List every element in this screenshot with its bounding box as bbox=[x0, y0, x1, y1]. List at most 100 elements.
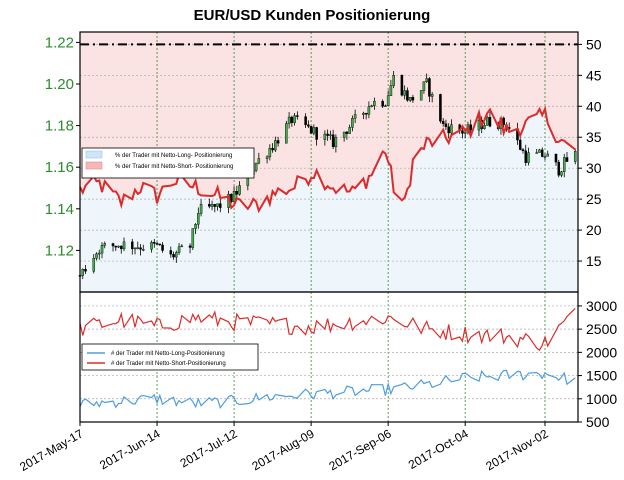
candle-body bbox=[524, 150, 527, 163]
count-tick-label: 1000 bbox=[586, 391, 617, 407]
candle-body bbox=[342, 131, 346, 138]
candle-body bbox=[331, 134, 335, 148]
candle-body bbox=[518, 139, 522, 150]
price-tick-label: 1.18 bbox=[45, 118, 74, 135]
candle-body bbox=[312, 127, 316, 134]
candle-body bbox=[546, 153, 549, 157]
candle-body bbox=[191, 228, 195, 248]
candle-body bbox=[367, 106, 371, 115]
candle-body bbox=[389, 85, 393, 96]
candle-body bbox=[502, 117, 505, 125]
candle-body bbox=[422, 81, 426, 91]
candle-body bbox=[232, 191, 236, 202]
candle-body bbox=[254, 162, 258, 171]
date-axis: 2017-May-17 2017-Jun-14 2017-Jul-12 2017-Au… bbox=[17, 422, 551, 474]
count-tick-label: 3000 bbox=[586, 298, 617, 314]
top-legend-swatch bbox=[85, 161, 103, 170]
pct-tick-label: 35 bbox=[586, 129, 602, 145]
date-tick-label: 2017-Nov-02 bbox=[483, 426, 550, 473]
candle-body bbox=[271, 148, 274, 151]
trader-count-panel: 500 1000 1500 2000 2500 3000 # der Trader mit… bbox=[79, 291, 617, 430]
candle-body bbox=[444, 123, 448, 127]
candle-body bbox=[142, 249, 145, 251]
pct-tick-label: 50 bbox=[586, 36, 602, 52]
top-legend-box bbox=[81, 147, 255, 179]
candle-body bbox=[293, 115, 296, 123]
candle-body bbox=[81, 269, 85, 276]
candle-body bbox=[450, 124, 453, 134]
top-legend-label: % der Trader mit Netto-Short- Positionie… bbox=[115, 164, 233, 170]
candle-body bbox=[309, 126, 313, 134]
candle-body bbox=[169, 250, 173, 255]
candle-body bbox=[153, 242, 156, 244]
candle-body bbox=[425, 78, 428, 82]
candle-body bbox=[131, 241, 134, 250]
chart-title: EUR/USD Kunden Positionierung bbox=[194, 7, 431, 24]
candle-body bbox=[562, 157, 566, 172]
candle-body bbox=[554, 153, 558, 163]
candle-body bbox=[326, 133, 329, 136]
bottom-legend-box bbox=[81, 343, 259, 371]
count-tick-label: 1500 bbox=[586, 368, 617, 384]
candle-body bbox=[175, 252, 178, 258]
candle-body bbox=[97, 252, 101, 255]
candle-body bbox=[384, 105, 387, 107]
candle-body bbox=[441, 120, 445, 124]
bottom-legend-label: # der Trader mit Netto-Short-Positionier… bbox=[111, 361, 226, 367]
candle-body bbox=[370, 105, 373, 107]
candle-body bbox=[265, 156, 269, 159]
candle-body bbox=[285, 123, 288, 144]
date-tick-label: 2017-Oct-04 bbox=[406, 426, 471, 472]
candle-body bbox=[92, 258, 96, 272]
candle-body bbox=[408, 97, 412, 101]
candle-body bbox=[353, 114, 357, 119]
date-tick-label: 2017-Jul-12 bbox=[178, 426, 240, 470]
candle-body bbox=[296, 115, 299, 117]
pct-tick-label: 40 bbox=[586, 98, 602, 114]
top-legend-label: % der Trader mit Netto-Long- Positionier… bbox=[115, 153, 232, 159]
candle-body bbox=[362, 112, 365, 115]
candle-body bbox=[364, 112, 368, 115]
candle-body bbox=[477, 119, 481, 131]
bottom-legend: # der Trader mit Netto-Long-Positionieru… bbox=[81, 343, 259, 371]
candle-body bbox=[540, 149, 544, 157]
candle-body bbox=[100, 245, 104, 254]
candle-body bbox=[208, 203, 211, 207]
candle-body bbox=[216, 203, 219, 207]
candle-body bbox=[155, 243, 159, 245]
candle-body bbox=[447, 126, 450, 134]
date-tick-label: 2017-Sep-06 bbox=[327, 426, 394, 473]
candle-body bbox=[287, 116, 291, 124]
candle-body bbox=[329, 134, 332, 136]
pct-tick-label: 45 bbox=[586, 67, 602, 83]
candle-body bbox=[428, 78, 431, 97]
candle-body bbox=[348, 127, 351, 134]
price-tick-label: 1.20 bbox=[45, 76, 74, 93]
candle-body bbox=[392, 75, 395, 86]
candle-body bbox=[199, 203, 203, 214]
price-tick-label: 1.22 bbox=[45, 34, 74, 51]
candle-body bbox=[139, 247, 142, 250]
candle-body bbox=[323, 133, 327, 140]
date-tick-label: 2017-Jun-14 bbox=[97, 426, 163, 472]
bottom-panel-frame bbox=[79, 291, 579, 423]
pct-tick-label: 20 bbox=[586, 222, 602, 238]
candle-body bbox=[150, 242, 153, 250]
candle-body bbox=[463, 131, 467, 134]
candle-body bbox=[161, 244, 164, 251]
candle-body bbox=[136, 247, 140, 249]
candle-body bbox=[235, 191, 239, 195]
bottom-legend-label: # der Trader mit Netto-Long-Positionieru… bbox=[111, 351, 225, 357]
price-tick-label: 1.12 bbox=[45, 242, 74, 259]
candle-body bbox=[307, 124, 310, 127]
candle-body bbox=[315, 127, 318, 140]
candle-body bbox=[565, 157, 569, 162]
candle-body bbox=[230, 193, 233, 202]
candle-body bbox=[210, 204, 214, 207]
candle-body bbox=[386, 95, 390, 106]
candle-body bbox=[188, 245, 192, 248]
candle-body bbox=[114, 245, 118, 248]
short-percentage-line bbox=[79, 105, 576, 214]
candle-body bbox=[290, 116, 294, 123]
